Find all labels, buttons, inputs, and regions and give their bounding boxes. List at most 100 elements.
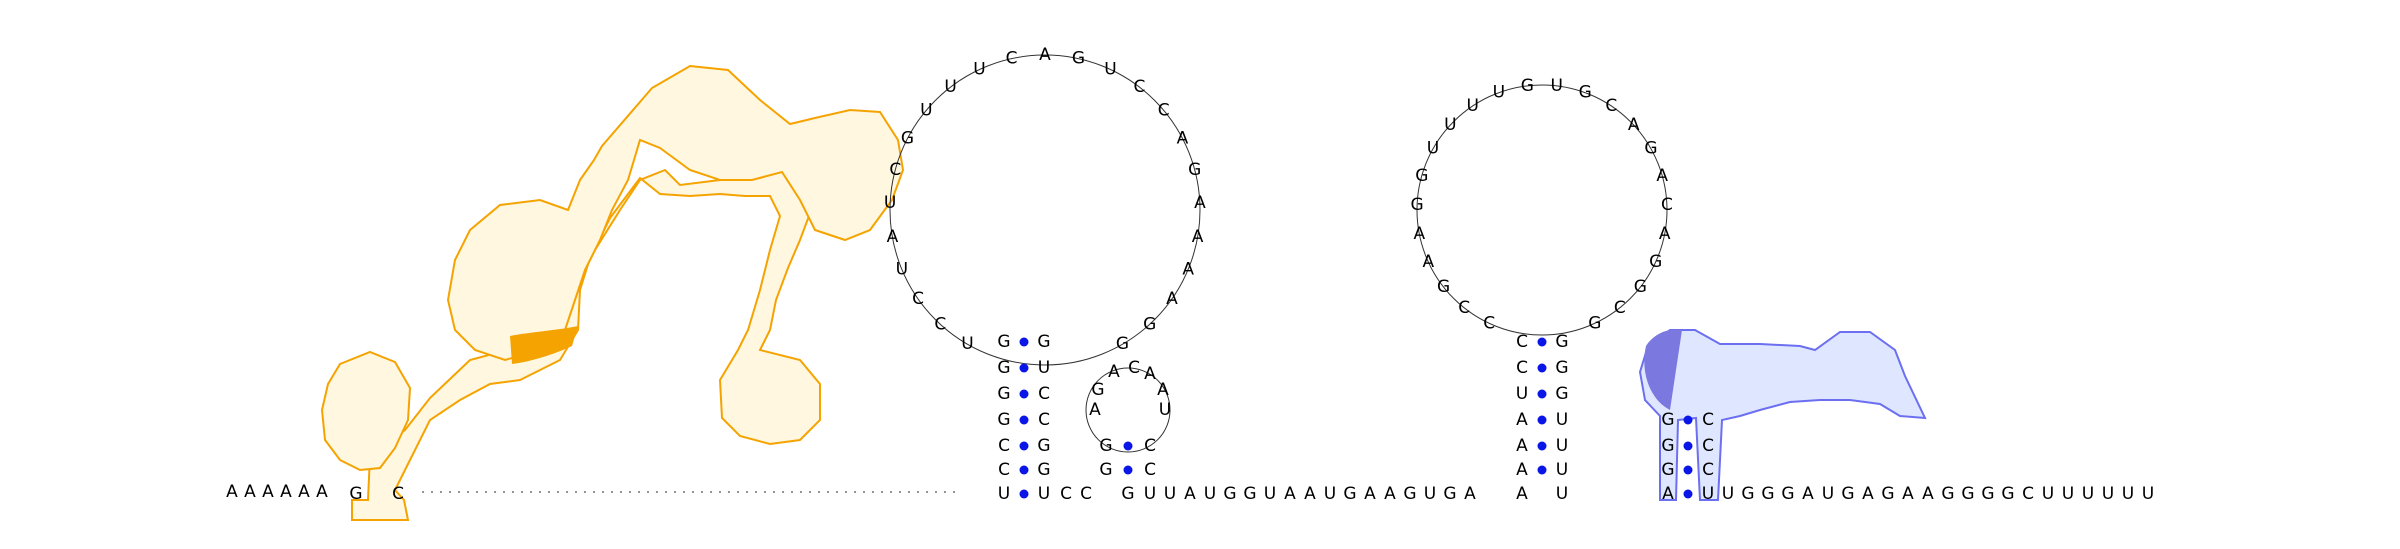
loop-nucleotide: G	[1521, 76, 1534, 96]
svg-text:U: U	[1038, 358, 1050, 378]
svg-text:U: U	[2102, 484, 2114, 504]
svg-text:G: G	[1037, 436, 1050, 456]
svg-text:G: G	[1091, 380, 1104, 400]
svg-text:A: A	[1662, 484, 1674, 504]
loop-nucleotide: U	[884, 193, 896, 213]
middle-small-hairpin: G C G C A G A C A A U	[1085, 358, 1171, 480]
svg-text:U: U	[1556, 410, 1568, 430]
svg-text:U: U	[1324, 484, 1336, 504]
svg-text:G: G	[1343, 484, 1356, 504]
svg-text:G: G	[997, 332, 1010, 352]
connector-sequence: C C G U U A U G G U A A U G A A G U G A	[1060, 484, 1476, 504]
svg-text:C: C	[1702, 460, 1714, 480]
svg-text:G: G	[1099, 460, 1112, 480]
three-prime-tail: U G G G A U G A G A A G G G G C U U U U …	[1722, 484, 2154, 504]
svg-text:A: A	[1384, 484, 1396, 504]
svg-text:A: A	[1184, 484, 1196, 504]
svg-text:G: G	[1121, 484, 1134, 504]
svg-text:G: G	[1981, 484, 1994, 504]
loop-nucleotide: A	[1182, 259, 1194, 279]
svg-text:G: G	[1661, 436, 1674, 456]
loop-nucleotide: G	[1188, 160, 1201, 180]
svg-text:A: A	[316, 482, 328, 502]
svg-text:C: C	[1038, 410, 1050, 430]
left-domain-shaded-segment	[510, 326, 578, 364]
svg-text:A: A	[1902, 484, 1914, 504]
loop-nucleotide: A	[1177, 128, 1189, 148]
svg-text:G: G	[349, 484, 362, 504]
loop-nucleotide: U	[973, 60, 985, 80]
five-prime-tail: A A A A A A G C	[226, 482, 404, 504]
loop-nucleotide: A	[1656, 166, 1668, 186]
loop-nucleotide: A	[1659, 224, 1671, 244]
svg-text:C: C	[2022, 484, 2034, 504]
loop-nucleotide: A	[1194, 193, 1206, 213]
svg-text:G: G	[1761, 484, 1774, 504]
loop-nucleotide: A	[1039, 45, 1051, 65]
loop-nucleotide: U	[1550, 76, 1562, 96]
right-domain-shaded-segment	[1644, 329, 1682, 410]
svg-text:U: U	[1159, 400, 1171, 420]
loop-nucleotide: A	[1628, 115, 1640, 135]
loop-nucleotide: U	[944, 77, 956, 97]
svg-text:A: A	[1144, 364, 1156, 384]
left-domain-highlight	[320, 64, 905, 521]
svg-text:A: A	[1284, 484, 1296, 504]
svg-text:C: C	[1128, 358, 1140, 378]
loop-nucleotide: U	[1493, 83, 1505, 103]
right-domain-highlight	[1638, 329, 1927, 501]
svg-text:U: U	[2142, 484, 2154, 504]
svg-text:A: A	[1516, 410, 1528, 430]
svg-text:A: A	[1862, 484, 1874, 504]
loop-nucleotide: G	[1649, 252, 1662, 272]
loop-nucleotide: G	[1411, 195, 1424, 215]
svg-text:A: A	[1364, 484, 1376, 504]
loop-nucleotide: C	[912, 289, 924, 309]
svg-text:G: G	[1037, 460, 1050, 480]
loop-nucleotide: U	[920, 100, 932, 120]
svg-text:G: G	[1555, 384, 1568, 404]
svg-text:G: G	[1661, 460, 1674, 480]
loop-nucleotide: G	[1116, 334, 1129, 354]
loop-nucleotide: G	[1415, 166, 1428, 186]
svg-text:G: G	[1881, 484, 1894, 504]
loop-nucleotide: C	[889, 160, 901, 180]
svg-text:C: C	[1516, 358, 1528, 378]
svg-text:A: A	[280, 482, 292, 502]
hairpin-2-backbone	[1416, 84, 1668, 336]
svg-text:A: A	[298, 482, 310, 502]
svg-text:C: C	[1038, 384, 1050, 404]
svg-text:G: G	[1243, 484, 1256, 504]
loop-nucleotide: U	[896, 259, 908, 279]
svg-text:U: U	[1516, 384, 1528, 404]
svg-text:U: U	[998, 484, 1010, 504]
svg-text:G: G	[1099, 436, 1112, 456]
svg-text:U: U	[1038, 484, 1050, 504]
loop-nucleotide: A	[1166, 289, 1178, 309]
loop-nucleotide: C	[1614, 298, 1626, 318]
svg-text:G: G	[1781, 484, 1794, 504]
svg-text:G: G	[997, 358, 1010, 378]
svg-text:C: C	[1702, 436, 1714, 456]
loop-nucleotide: U	[1444, 115, 1456, 135]
loop-nucleotide: G	[1634, 277, 1647, 297]
loop-nucleotide: C	[1661, 195, 1673, 215]
svg-text:A: A	[244, 482, 256, 502]
svg-text:U: U	[1204, 484, 1216, 504]
svg-text:G: G	[1941, 484, 1954, 504]
loop-nucleotide: C	[1133, 77, 1145, 97]
svg-text:U: U	[1702, 484, 1714, 504]
loop-nucleotide: U	[961, 334, 973, 354]
svg-text:A: A	[1108, 362, 1120, 382]
svg-text:G: G	[1555, 358, 1568, 378]
svg-text:U: U	[1144, 484, 1156, 504]
loop-nucleotide: C	[1458, 298, 1470, 318]
svg-text:U: U	[1722, 484, 1734, 504]
svg-text:G: G	[997, 410, 1010, 430]
loop-nucleotide: U	[1104, 60, 1116, 80]
loop-nucleotide: U	[1427, 139, 1439, 159]
loop-nucleotide: G	[901, 128, 914, 148]
loop-nucleotide: G	[1437, 277, 1450, 297]
